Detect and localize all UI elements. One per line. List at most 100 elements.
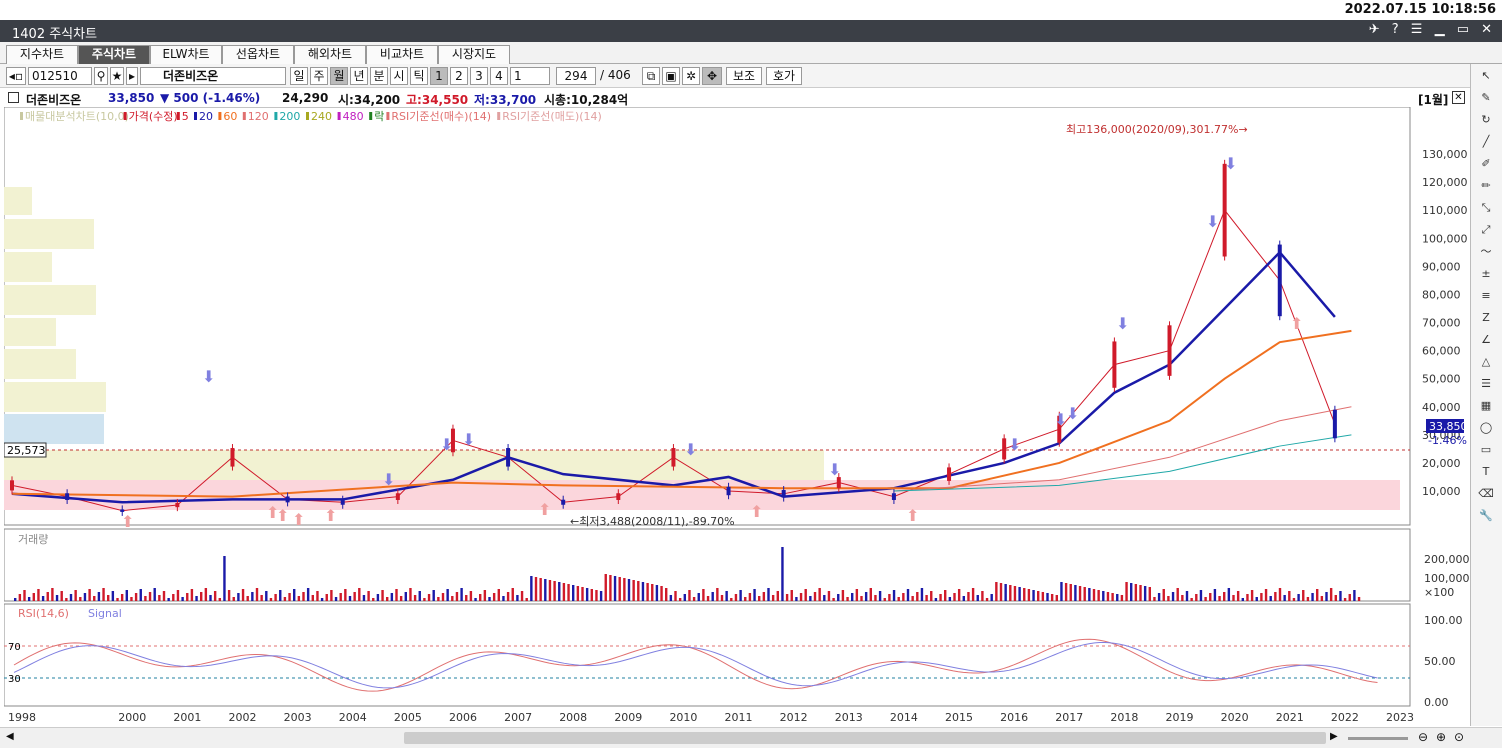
tab-stock-chart[interactable]: 주식차트 (78, 45, 150, 64)
legend-item: 락 (374, 110, 384, 123)
gear-icon[interactable]: ✲ (682, 67, 700, 85)
candle-body (1332, 409, 1337, 439)
star-icon[interactable]: ★ (110, 67, 124, 85)
info-checkbox[interactable] (8, 92, 19, 103)
tab-index-chart[interactable]: 지수차트 (6, 45, 78, 64)
window-icon[interactable]: ⧉ (642, 67, 660, 85)
tool-icon[interactable]: ✎ (1481, 91, 1491, 104)
plus-minus-icon[interactable]: ± (1481, 267, 1491, 280)
rsi-lines (13, 638, 1378, 692)
angle-icon[interactable]: ∠ (1481, 333, 1491, 346)
grid-icon[interactable]: ▦ (1480, 399, 1492, 412)
volume-bar (925, 595, 928, 601)
zoom-in-icon[interactable]: ⊕ (1436, 730, 1447, 744)
eraser-icon[interactable]: ⌫ (1478, 487, 1494, 500)
tab-compare-chart[interactable]: 비교차트 (366, 45, 438, 64)
move-icon[interactable]: ✥ (702, 67, 722, 85)
save-icon[interactable]: ▣ (662, 67, 680, 85)
interval-select[interactable]: 1 (510, 67, 550, 85)
tab-overseas-chart[interactable]: 해외차트 (294, 45, 366, 64)
quote-button[interactable]: 호가 (766, 67, 802, 85)
period-hour[interactable]: 시 (390, 67, 408, 85)
clock: 2022.07.15 10:18:56 (1344, 2, 1496, 17)
year-axis: 1998 2000 2001 2002 2003 2004 2005 2006 2007 2008… (8, 711, 1414, 724)
volume-profile (4, 187, 106, 444)
legend-swatch (20, 112, 23, 120)
window-controls[interactable]: ✈ ? ☰ ▁ ▭ ✕ (1368, 22, 1496, 37)
volume-bar (846, 597, 849, 601)
volume-bar (841, 590, 845, 601)
wave-icon[interactable]: 〜 (1480, 245, 1492, 258)
num-4[interactable]: 4 (490, 67, 508, 85)
volume-bar (1302, 590, 1305, 601)
num-3[interactable]: 3 (470, 67, 488, 85)
zoom-reset-icon[interactable]: ⊙ (1454, 730, 1465, 744)
scroll-left-icon[interactable]: ◀ (6, 731, 14, 742)
volume-bar (669, 595, 673, 601)
chart-svg[interactable]: 130,000 120,000 110,000 100,000 90,000 80,000… (3, 106, 1470, 727)
rotate-icon[interactable]: ↻ (1481, 113, 1491, 126)
chart-area[interactable]: 130,000 120,000 110,000 100,000 90,000 80,000… (3, 106, 1470, 727)
period-week[interactable]: 주 (310, 67, 328, 85)
period-minute[interactable]: 분 (370, 67, 388, 85)
scroll-thumb[interactable] (404, 732, 1326, 744)
next-icon[interactable]: ▸ (126, 67, 138, 85)
zoom-out-icon[interactable]: ⊖ (1418, 730, 1429, 744)
circle-icon[interactable]: ◯ (1479, 421, 1493, 434)
volume-bar (1106, 592, 1110, 601)
tab-market-map[interactable]: 시장지도 (438, 45, 510, 64)
volume-bar (37, 589, 40, 601)
cursor-icon[interactable]: ↖ (1481, 69, 1491, 82)
period-tick[interactable]: 틱 (410, 67, 428, 85)
rsi-tick-label: 100.00 (1424, 614, 1463, 627)
triangle-icon[interactable]: △ (1481, 355, 1491, 368)
volume-bar (1102, 591, 1105, 601)
volume-bar (330, 590, 333, 601)
period-year[interactable]: 년 (350, 67, 368, 85)
count-input[interactable]: 294 (556, 67, 596, 85)
candle-body (947, 467, 952, 481)
stock-code-input[interactable]: 012510 (28, 67, 92, 85)
line-icon[interactable]: ╱ (1482, 135, 1490, 148)
volume-bar (1190, 598, 1193, 601)
year-tick-label: 2011 (725, 711, 753, 724)
cross-line-icon[interactable]: ⤢ (1481, 223, 1491, 236)
channel-icon[interactable]: ≡ (1481, 289, 1491, 302)
num-2[interactable]: 2 (450, 67, 468, 85)
volume-bar (302, 592, 305, 601)
signal-legend: Signal (88, 607, 122, 620)
volume-bar (1241, 598, 1244, 601)
wrench-icon[interactable]: 🔧 (1479, 509, 1493, 522)
period-month[interactable]: 월 (330, 67, 348, 85)
text-icon[interactable]: T (1482, 465, 1490, 478)
volume-bar (720, 595, 724, 601)
volume-bar (162, 591, 166, 601)
zoom-slider[interactable] (1348, 737, 1408, 740)
tab-elw-chart[interactable]: ELW차트 (150, 45, 222, 64)
scroll-right-icon[interactable]: ▶ (1330, 731, 1338, 742)
volume-bar (1264, 589, 1268, 601)
tab-futures-chart[interactable]: 선옵차트 (222, 45, 294, 64)
brush-icon[interactable]: ✏ (1481, 179, 1491, 192)
search-icon[interactable]: ⚲ (94, 67, 108, 85)
volume-bar (1157, 593, 1161, 601)
volume-bar (293, 589, 296, 601)
volume-bar (599, 591, 603, 601)
rect-icon[interactable]: ▭ (1480, 443, 1492, 456)
candle-body (1112, 341, 1117, 388)
fibo-icon[interactable]: ☰ (1481, 377, 1491, 390)
close-icon[interactable]: ✕ (1452, 91, 1465, 104)
volume-bar (209, 595, 212, 601)
low-annotation: ←최저3,488(2008/11),-89.70% (570, 515, 735, 528)
volume-bar (18, 594, 22, 601)
aux-button[interactable]: 보조 (726, 67, 762, 85)
signal-arrows: ⬇ ⬇ ⬇ ⬇ ⬇ ⬇ ⬇ ⬇ ⬇ ⬇ ⬇ ⬇ ⬆ ⬆ ⬆ ⬆ ⬆ ⬆ ⬆ ⬆ … (121, 154, 1303, 531)
pen-icon[interactable]: ✐ (1481, 157, 1491, 170)
legend-swatch (306, 112, 309, 120)
zigzag-icon[interactable]: Z (1482, 311, 1490, 324)
horizontal-scrollbar[interactable]: ◀ ▶ ⊖ ⊕ ⊙ (0, 727, 1502, 748)
period-day[interactable]: 일 (290, 67, 308, 85)
num-1[interactable]: 1 (430, 67, 448, 85)
prev-next-button[interactable]: ◂▫ (6, 67, 26, 85)
arrow-line-icon[interactable]: ⤡ (1481, 201, 1491, 214)
